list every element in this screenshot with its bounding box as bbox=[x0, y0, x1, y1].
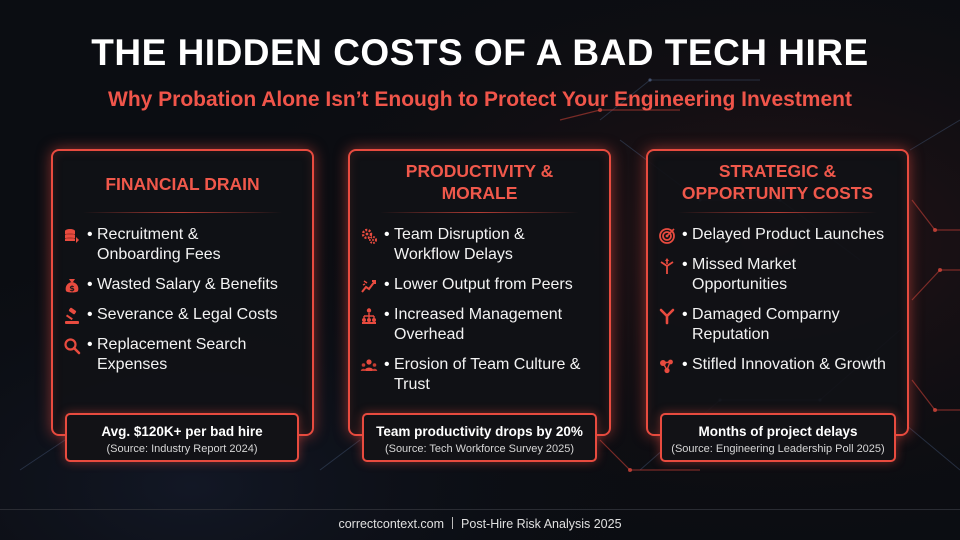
card-productivity-morale: PRODUCTIVITY & MORALE • Team Disruption … bbox=[348, 149, 611, 436]
list-item: • Missed Market Opportunities bbox=[658, 255, 901, 295]
card-title-line: FINANCIAL DRAIN bbox=[105, 174, 260, 194]
card-title-line: PRODUCTIVITY & bbox=[405, 161, 554, 181]
coins-stack-icon bbox=[65, 229, 79, 243]
list-item: • Replacement Search Expenses bbox=[63, 335, 306, 375]
divider bbox=[380, 212, 579, 213]
footer-site: correctcontext.com bbox=[338, 517, 445, 531]
card-title: STRATEGIC & OPPORTUNITY COSTS bbox=[648, 160, 907, 204]
item-text: Severance & Legal Costs bbox=[97, 306, 278, 323]
list-item: • Damaged Comparny Reputation bbox=[658, 305, 901, 345]
card-title: PRODUCTIVITY & MORALE bbox=[350, 160, 609, 204]
stat-box-financial: Avg. $120K+ per bad hire (Source: Indust… bbox=[65, 413, 299, 462]
footer: correctcontext.com Post-Hire Risk Analysi… bbox=[0, 517, 960, 531]
item-text: Workflow Delays bbox=[394, 246, 513, 263]
list-item: • Severance & Legal Costs bbox=[63, 305, 306, 325]
item-text: Delayed Product Launches bbox=[692, 226, 885, 243]
item-text: Erosion of Team Culture & bbox=[394, 356, 581, 373]
legal-gavel-icon bbox=[65, 307, 79, 324]
fork-branch-icon bbox=[659, 308, 675, 325]
list-item: • Increased Management Overhead bbox=[360, 305, 603, 345]
list-item: • Lower Output from Peers bbox=[360, 275, 603, 295]
stat-source: (Source: Industry Report 2024) bbox=[106, 443, 258, 455]
list-item: • Erosion of Team Culture & Trust bbox=[360, 355, 603, 395]
org-hierarchy-icon bbox=[362, 308, 376, 324]
item-text: Damaged Comparny bbox=[692, 306, 840, 323]
card-strategic-opportunity: STRATEGIC & OPPORTUNITY COSTS • Delayed … bbox=[646, 149, 909, 436]
list-item: • Team Disruption & Workflow Delays bbox=[360, 225, 603, 265]
item-text: Increased Management bbox=[394, 306, 563, 323]
stat-value: Avg. $120K+ per bad hire bbox=[101, 424, 263, 439]
card-financial-drain: FINANCIAL DRAIN • Recruitment & Onboardi… bbox=[51, 149, 314, 436]
money-bag-icon: $ bbox=[65, 279, 79, 293]
item-text: Trust bbox=[394, 376, 430, 393]
stat-value: Team productivity drops by 20% bbox=[376, 424, 583, 439]
stat-value: Months of project delays bbox=[698, 424, 858, 439]
molecule-network-icon bbox=[660, 359, 673, 374]
stat-source: (Source: Tech Workforce Survey 2025) bbox=[384, 443, 575, 455]
card-title-line: MORALE bbox=[441, 183, 518, 203]
item-text: Recruitment & bbox=[97, 226, 199, 243]
split-arrows-icon bbox=[660, 258, 674, 274]
footer-separator bbox=[452, 517, 454, 529]
card-title-line: OPPORTUNITY COSTS bbox=[681, 183, 874, 203]
svg-text:$: $ bbox=[69, 284, 75, 293]
footer-divider bbox=[0, 509, 960, 510]
item-text: Team Disruption & bbox=[394, 226, 525, 243]
item-text: Stifled Innovation & Growth bbox=[692, 356, 886, 373]
card-title: FINANCIAL DRAIN bbox=[53, 173, 312, 195]
list-item: $ • Wasted Salary & Benefits bbox=[63, 275, 306, 295]
stat-box-productivity: Team productivity drops by 20% (Source: … bbox=[362, 413, 597, 462]
card-title-line: STRATEGIC & bbox=[718, 161, 837, 181]
list-item: • Recruitment & Onboarding Fees bbox=[63, 225, 306, 265]
list-item: • Stifled Innovation & Growth bbox=[658, 355, 901, 375]
item-text: Overhead bbox=[394, 326, 465, 343]
item-text: Opportunities bbox=[692, 276, 788, 293]
item-text: Replacement Search bbox=[97, 336, 247, 353]
item-text: Reputation bbox=[692, 326, 770, 343]
item-text: Missed Market bbox=[692, 256, 797, 273]
item-text: Lower Output from Peers bbox=[394, 276, 573, 293]
stat-box-strategic: Months of project delays (Source: Engine… bbox=[660, 413, 896, 462]
page-subtitle: Why Probation Alone Isn’t Enough to Prot… bbox=[108, 88, 852, 111]
search-icon bbox=[64, 338, 81, 355]
item-text: Expenses bbox=[97, 356, 168, 373]
target-icon bbox=[659, 228, 675, 244]
list-item: • Delayed Product Launches bbox=[658, 225, 901, 245]
gears-icon bbox=[361, 228, 377, 244]
divider bbox=[83, 212, 282, 213]
team-people-icon bbox=[360, 359, 378, 371]
stat-source: (Source: Engineering Leadership Poll 202… bbox=[671, 443, 885, 455]
broken-chart-icon bbox=[361, 280, 376, 293]
footer-label: Post-Hire Risk Analysis 2025 bbox=[461, 517, 622, 531]
item-text: Wasted Salary & Benefits bbox=[97, 276, 278, 293]
item-text: Onboarding Fees bbox=[97, 246, 221, 263]
page-title: THE HIDDEN COSTS OF A BAD TECH HIRE bbox=[91, 32, 869, 73]
divider bbox=[678, 212, 877, 213]
